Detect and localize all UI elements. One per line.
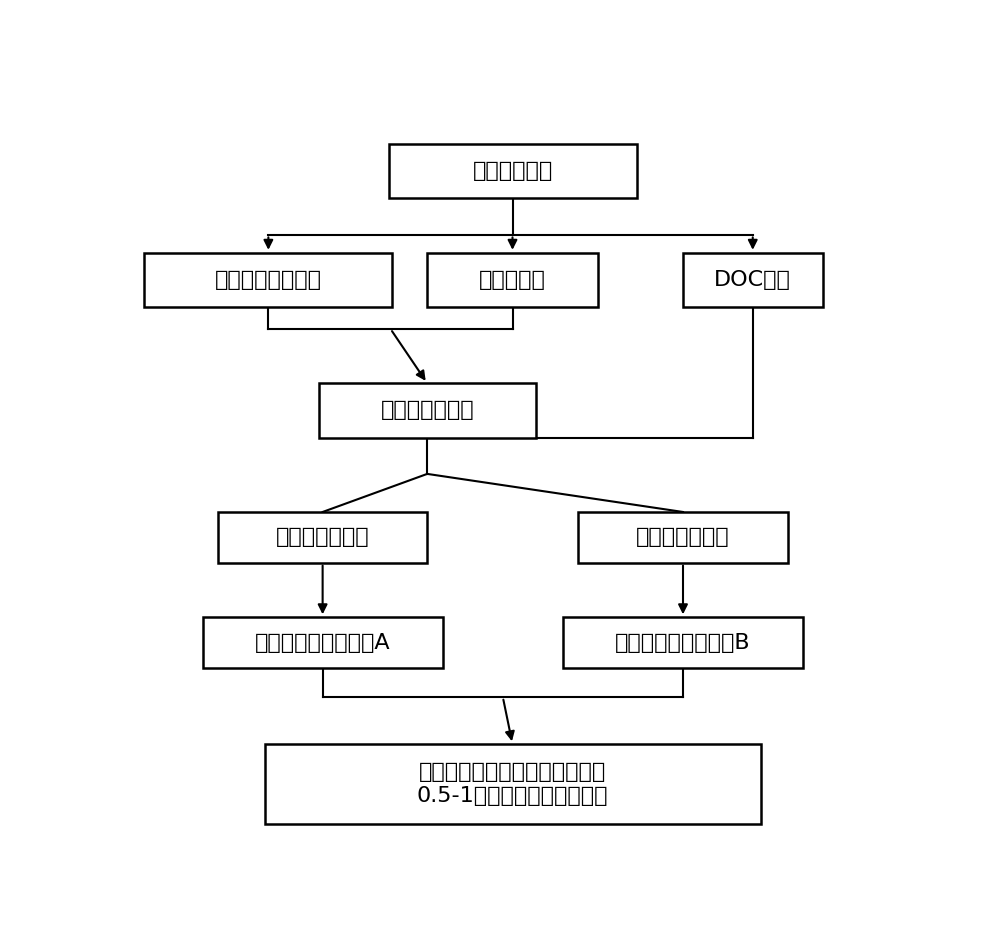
Bar [319, 383, 536, 438]
Text: 最佳活性炭投加浓度A: 最佳活性炭投加浓度A [255, 632, 390, 653]
Bar [144, 252, 392, 307]
Text: 活性炭：氯化铁: 活性炭：氯化铁 [380, 400, 474, 420]
Bar [388, 144, 637, 198]
Bar [563, 617, 803, 668]
Text: 氯化铁浓度区间: 氯化铁浓度区间 [636, 528, 730, 547]
Text: 反渗透膜进水: 反渗透膜进水 [472, 161, 553, 181]
Bar [578, 512, 788, 562]
Bar [683, 252, 823, 307]
Text: DOC测定: DOC测定 [714, 269, 791, 290]
Text: 活性炭浓度区间: 活性炭浓度区间 [276, 528, 369, 547]
Bar [264, 744, 761, 824]
Text: 向目标水样中投加活性炭，吸附
0.5-1小时后，再投加氯化铁: 向目标水样中投加活性炭，吸附 0.5-1小时后，再投加氯化铁 [417, 762, 608, 805]
Text: 最佳氯化铁投加浓度B: 最佳氯化铁投加浓度B [615, 632, 751, 653]
Text: 三维荧光光谱测定: 三维荧光光谱测定 [215, 269, 322, 290]
Bar [427, 252, 598, 307]
Text: 分子量测定: 分子量测定 [479, 269, 546, 290]
Bar [218, 512, 427, 562]
Bar [202, 617, 443, 668]
